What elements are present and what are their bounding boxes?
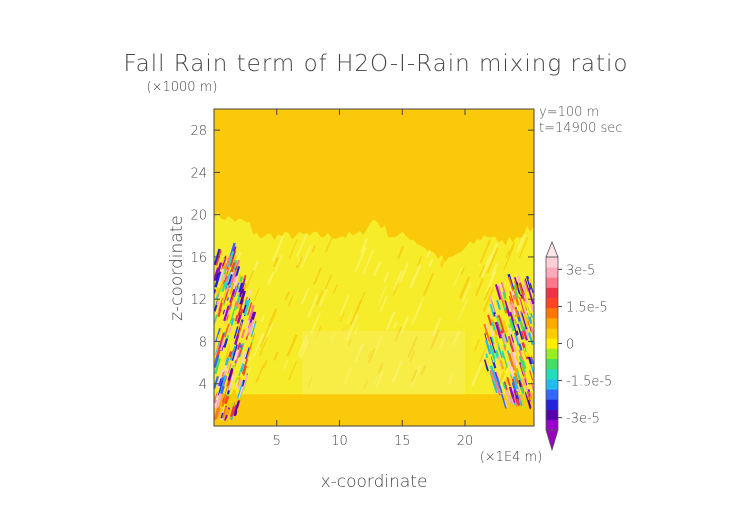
x-axis-label: x-coordinate bbox=[321, 472, 428, 492]
colorbar-segment bbox=[546, 328, 558, 339]
colorbar-segment bbox=[546, 348, 558, 360]
y-tick-label: 16 bbox=[190, 251, 207, 266]
colorbar-tick-label: 3e-5 bbox=[566, 263, 595, 278]
colorbar-segment bbox=[546, 399, 558, 410]
colorbar-bottom-arrow bbox=[545, 429, 559, 452]
y-unit-label: (×1000 m) bbox=[147, 80, 218, 95]
x-tick-label: 15 bbox=[394, 434, 411, 449]
colorbar: 3e-5 1.5e-5 0 -1.5e-5 -3e-5 bbox=[545, 240, 612, 452]
x-tick-label: 10 bbox=[331, 434, 348, 449]
x-tick-label: 5 bbox=[273, 434, 281, 449]
axes: 5 10 15 20 4 8 12 16 20 24 28 bbox=[190, 108, 535, 449]
colorbar-segment bbox=[546, 379, 558, 390]
colorbar-tick-label: 1.5e-5 bbox=[566, 300, 608, 315]
colorbar-segment bbox=[546, 297, 558, 309]
colorbar-segment bbox=[546, 419, 558, 431]
colorbar-tick-label: 0 bbox=[566, 338, 574, 353]
colorbar-segment bbox=[546, 277, 558, 288]
y-tick-label: 8 bbox=[199, 335, 207, 350]
colorbar-segment bbox=[546, 267, 558, 278]
left-edge-cloud bbox=[213, 242, 257, 421]
plot-area bbox=[213, 109, 535, 426]
colorbar-tick-label: -3e-5 bbox=[566, 412, 600, 427]
x-unit-label: (×1E4 m) bbox=[480, 450, 543, 465]
annotation-t: t=14900 sec bbox=[539, 121, 622, 136]
colorbar-tick-label: -1.5e-5 bbox=[566, 375, 612, 390]
x-tick-label: 20 bbox=[457, 434, 474, 449]
colorbar-segment bbox=[546, 358, 558, 370]
colorbar-segment bbox=[546, 307, 558, 319]
colorbar-segment bbox=[546, 257, 558, 268]
y-tick-label: 28 bbox=[190, 124, 207, 139]
right-edge-cloud bbox=[483, 273, 535, 410]
annotation-y: y=100 m bbox=[539, 105, 599, 120]
colorbar-top-arrow bbox=[545, 240, 559, 258]
colorbar-segment bbox=[546, 409, 558, 421]
y-tick-label: 4 bbox=[199, 378, 207, 393]
colorbar-segment bbox=[546, 287, 558, 299]
colorbar-segment bbox=[546, 368, 558, 380]
y-tick-label: 12 bbox=[190, 293, 207, 308]
band-streaks bbox=[228, 232, 529, 390]
colorbar-segment bbox=[546, 338, 558, 349]
colorbar-segment bbox=[546, 318, 558, 329]
y-tick-label: 24 bbox=[190, 166, 207, 181]
cloud-band bbox=[214, 211, 534, 395]
plot-frame bbox=[213, 108, 535, 427]
colorbar-segment bbox=[546, 389, 558, 400]
chart-title: Fall Rain term of H2O-I-Rain mixing rati… bbox=[124, 51, 629, 77]
y-tick-label: 20 bbox=[190, 209, 207, 224]
y-axis-label: z-coordinate bbox=[167, 215, 187, 321]
pale-patch bbox=[301, 330, 465, 395]
